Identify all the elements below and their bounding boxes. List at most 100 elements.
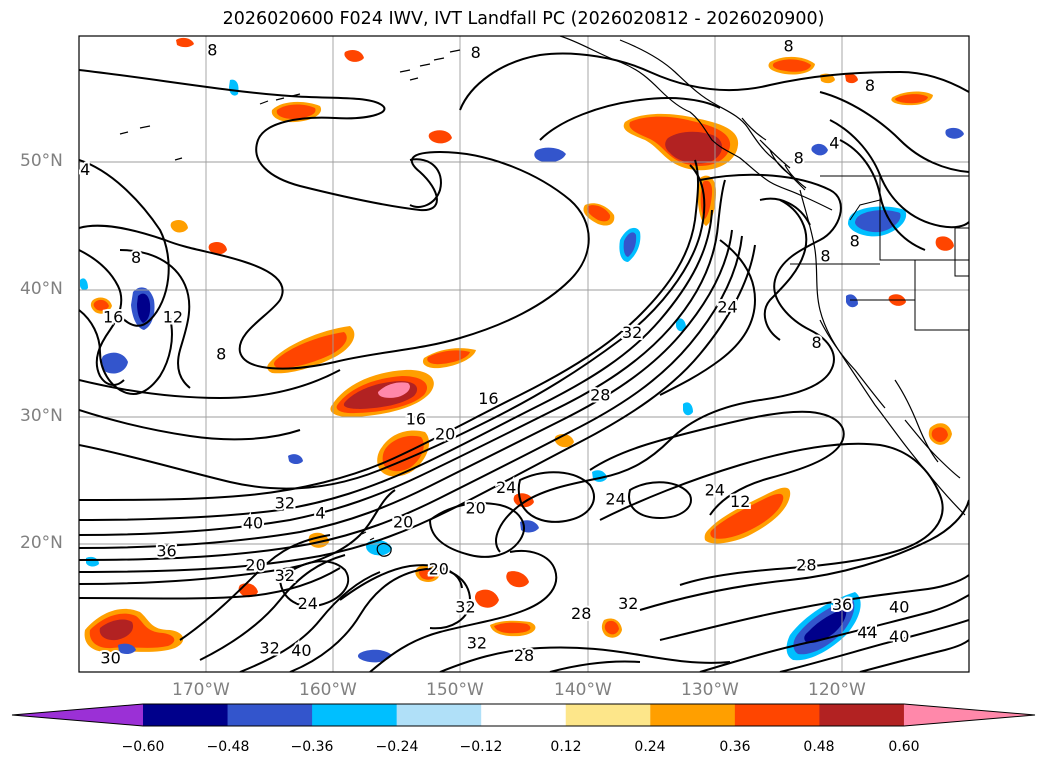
contour-label: 30 — [100, 649, 120, 668]
contour-label: 32 — [618, 594, 638, 613]
contour-12-east — [599, 442, 944, 586]
plot-title: 2026020600 F024 IWV, IVT Landfall PC (20… — [222, 9, 825, 29]
contour-label: 24 — [705, 481, 725, 500]
contour-label: 32 — [259, 638, 279, 657]
contour-label: 8 — [131, 248, 141, 267]
contour-label: 12 — [730, 492, 750, 511]
colorbar-tick: 0.12 — [550, 739, 582, 755]
colorbar-bin — [143, 704, 229, 726]
colorbar-extend-high — [903, 704, 1035, 726]
contour-label: 8 — [216, 345, 226, 364]
contour-label: 8 — [794, 149, 804, 168]
coast-alaska — [559, 36, 833, 211]
iwv-contours — [79, 52, 969, 672]
contour-label: 24 — [717, 298, 737, 317]
contour-label: 16 — [478, 389, 498, 408]
lon-label-140w: 140°W — [554, 680, 612, 700]
borders — [790, 175, 969, 331]
contour-label: 28 — [571, 604, 591, 623]
colorbar-tick: 0.36 — [719, 739, 751, 755]
contour-label: 36 — [156, 542, 176, 561]
colorbar-outline — [11, 703, 1036, 727]
coast-hawaii — [361, 531, 392, 557]
colorbar-bin — [734, 704, 820, 726]
colorbar-bin — [396, 704, 482, 726]
coastlines — [119, 36, 966, 557]
colorbar-tick: 0.60 — [888, 739, 920, 755]
contour-label: 8 — [865, 76, 875, 95]
contour-label: 32 — [622, 323, 642, 342]
contour-8-n-arc — [459, 52, 969, 111]
coast-bc-islands — [741, 117, 807, 189]
contour-label: 40 — [291, 641, 311, 660]
contour-south-loops — [179, 534, 331, 641]
contour-label: 24 — [496, 478, 516, 497]
contour-label: 8 — [207, 41, 217, 60]
colorbar-tick: 0.24 — [634, 739, 666, 755]
colorbar-bin — [565, 704, 651, 726]
contour-label: 12 — [163, 308, 183, 327]
contour-label: 4 — [80, 160, 90, 179]
lon-label-170w: 170°W — [172, 680, 230, 700]
contour-label: 4 — [829, 133, 839, 152]
contour-label: 20 — [245, 556, 265, 575]
lat-label-20n: 20°N — [20, 533, 63, 553]
contour-label: 8 — [850, 231, 860, 250]
colorbar-tick: −0.24 — [375, 739, 419, 755]
contour-20-sub — [429, 502, 525, 558]
contour-ne — [819, 91, 969, 173]
colorbar — [11, 703, 1036, 727]
lon-label-120w: 120°W — [808, 680, 866, 700]
contour-label: 32 — [455, 598, 475, 617]
map-frame — [78, 35, 970, 673]
colorbar-bin — [481, 704, 567, 726]
contour-label: 32 — [467, 633, 487, 652]
lon-label-130w: 130°W — [681, 680, 739, 700]
contour-label: 20 — [429, 560, 449, 579]
colorbar-bin — [650, 704, 736, 726]
contour-label: 4 — [315, 504, 325, 523]
contour-28-36-south — [639, 499, 969, 611]
contour-label: 16 — [103, 308, 123, 327]
contour-east-24 — [495, 173, 842, 553]
colorbar-bin — [312, 704, 398, 726]
colorbar-tick: −0.60 — [121, 739, 165, 755]
contour-label: 44 — [857, 623, 877, 642]
contour-12-20-ar — [79, 164, 706, 490]
contour-label: 32 — [275, 566, 295, 585]
contour-label: 8 — [783, 37, 793, 56]
contour-label: 28 — [796, 556, 816, 575]
lat-label-40n: 40°N — [20, 279, 63, 299]
contour-label: 40 — [889, 598, 909, 617]
contour-24-28 — [79, 179, 726, 536]
lon-label-150w: 150°W — [426, 680, 484, 700]
colorbar-tick: 0.48 — [803, 739, 835, 755]
contour-label: 24 — [605, 490, 625, 509]
lat-label-30n: 30°N — [20, 406, 63, 426]
contour-label: 36 — [832, 595, 852, 614]
contour-label: 8 — [820, 247, 830, 266]
coast-baja — [894, 379, 939, 463]
graticule — [79, 36, 969, 672]
colorbar-bin — [227, 704, 313, 726]
coast-westcoast — [799, 189, 966, 516]
contour-label: 20 — [393, 512, 413, 531]
contour-36-40 — [79, 244, 756, 573]
contour-label: 8 — [471, 43, 481, 62]
lon-label-160w: 160°W — [299, 680, 357, 700]
coast-aleutians — [119, 49, 461, 161]
contour-label: 20 — [465, 498, 485, 517]
contour-8-big-trough — [79, 69, 590, 370]
contour-label: 28 — [590, 385, 610, 404]
colorbar-tick: −0.36 — [290, 739, 334, 755]
lat-label-50n: 50°N — [20, 151, 63, 171]
contour-label: 24 — [298, 594, 318, 613]
contour-label: 16 — [406, 409, 426, 428]
colorbar-bin — [819, 704, 905, 726]
contour-label: 40 — [243, 514, 263, 533]
contour-label: 28 — [514, 646, 534, 665]
colorbar-tick: −0.12 — [459, 739, 503, 755]
colorbar-extend-low — [12, 704, 143, 726]
